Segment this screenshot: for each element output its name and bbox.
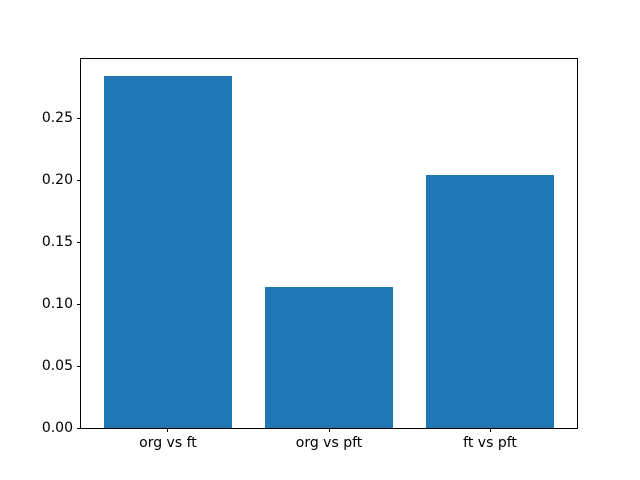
y-axis-tick-label: 0.00 [41, 420, 73, 436]
bar-org-vs-pft [264, 286, 394, 428]
x-axis-tick-label: org vs pft [295, 435, 363, 451]
y-axis-tick-label: 0.10 [41, 296, 73, 313]
x-axis-tick-label: ft vs pft [463, 435, 517, 451]
y-axis-tick-label: 0.25 [41, 110, 73, 127]
y-axis-tick [77, 427, 81, 429]
x-axis-tick [489, 428, 491, 432]
y-axis-tick [77, 179, 81, 181]
x-axis-tick-label: org vs ft [139, 435, 197, 451]
y-axis-tick [77, 303, 81, 305]
y-axis-tick-label: 0.15 [41, 234, 73, 251]
y-axis-tick-label: 0.05 [41, 358, 73, 375]
y-axis-tick-label: 0.20 [41, 172, 73, 189]
plot-area: 0.00 0.05 0.10 0.15 0.20 0.25 org vs ft org vs … [42, 58, 578, 451]
bar-ft-vs-pft [425, 175, 555, 428]
y-axis-tick [77, 117, 81, 119]
bar-org-vs-ft [103, 76, 233, 428]
y-axis-tick [77, 365, 81, 367]
x-axis-tick [328, 428, 330, 432]
x-axis-tick [167, 428, 169, 432]
y-axis-tick [77, 241, 81, 243]
